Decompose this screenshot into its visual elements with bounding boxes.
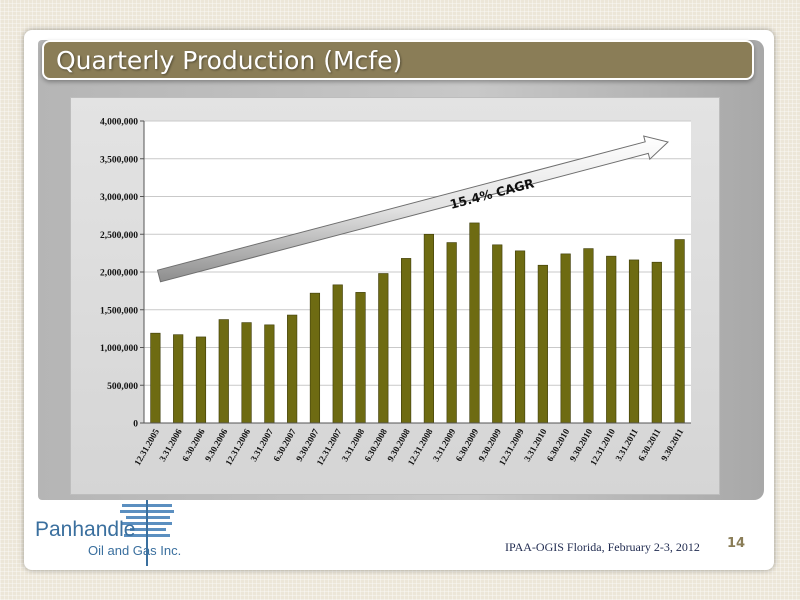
- bar-12.31.2008: [423, 233, 434, 424]
- y-tick-label: 2,500,000: [100, 231, 138, 241]
- growth-arrow: [156, 135, 670, 283]
- bar-6.30.2008: [378, 273, 389, 424]
- y-tick-labels: 0 500,000 1,000,000 1,500,000 2,000,000 2,500…: [100, 118, 138, 430]
- company-logo: Panhandle Oil and Gas Inc.: [32, 500, 192, 570]
- chart-area: 0 500,000 1,000,000 1,500,000 2,000,000 2,500…: [70, 97, 720, 495]
- y-tick-label: 3,500,000: [100, 155, 138, 165]
- bar-6.30.2011: [651, 261, 662, 424]
- bar-9.30.2006: [218, 319, 229, 424]
- bar-6.30.2009: [469, 222, 480, 424]
- bar-3.31.2011: [628, 259, 640, 424]
- y-tick-label: 3,000,000: [100, 193, 138, 203]
- bar-3.31.2007: [264, 324, 275, 424]
- x-tick-labels: 12.31.20053.31.20066.30.20069.30.200612.…: [132, 427, 685, 468]
- y-tick-label: 1,500,000: [100, 306, 138, 316]
- bar-12.31.2006: [241, 322, 252, 424]
- gridlines: [144, 120, 691, 423]
- bar-3.31.2008: [355, 292, 366, 424]
- footer-event: IPAA-OGIS Florida, February 2-3, 2012: [505, 540, 700, 554]
- bar-12.31.2009: [514, 250, 526, 424]
- axes: [140, 120, 691, 424]
- bar-3.31.2009: [446, 242, 457, 424]
- bar-12.31.2007: [332, 284, 343, 424]
- y-tick-label: 0: [133, 420, 138, 430]
- bar-9.30.2010: [583, 248, 594, 424]
- production-bar-chart: 0 500,000 1,000,000 1,500,000 2,000,000 2,500…: [100, 118, 691, 468]
- y-tick-label: 1,000,000: [100, 344, 138, 354]
- bar-12.31.2010: [606, 255, 617, 424]
- water-waves-icon: [120, 500, 174, 566]
- bar-9.30.2008: [401, 258, 412, 424]
- page-number: 14: [727, 536, 746, 551]
- bar-9.30.2011: [674, 239, 685, 424]
- title-bar: Quarterly Production (Mcfe): [42, 40, 754, 80]
- bar-6.30.2010: [560, 253, 571, 424]
- x-tick-label: 12.31.2005: [132, 427, 161, 468]
- y-tick-label: 2,000,000: [100, 269, 138, 279]
- bar-9.30.2009: [492, 244, 503, 424]
- y-tick-label: 4,000,000: [100, 118, 138, 128]
- bar-6.30.2007: [287, 314, 298, 424]
- bar-6.30.2006: [195, 336, 207, 424]
- bars: [150, 222, 685, 424]
- bar-3.31.2010: [537, 264, 548, 424]
- bar-3.31.2006: [173, 334, 184, 424]
- bar-12.31.2005: [150, 332, 161, 424]
- y-tick-label: 500,000: [107, 382, 138, 392]
- logo-name: Panhandle: [35, 518, 136, 541]
- x-tick-label: 9.30.2011: [659, 427, 686, 463]
- bar-9.30.2007: [309, 292, 321, 424]
- slide-title: Quarterly Production (Mcfe): [56, 46, 403, 75]
- logo-subtitle: Oil and Gas Inc.: [88, 543, 182, 558]
